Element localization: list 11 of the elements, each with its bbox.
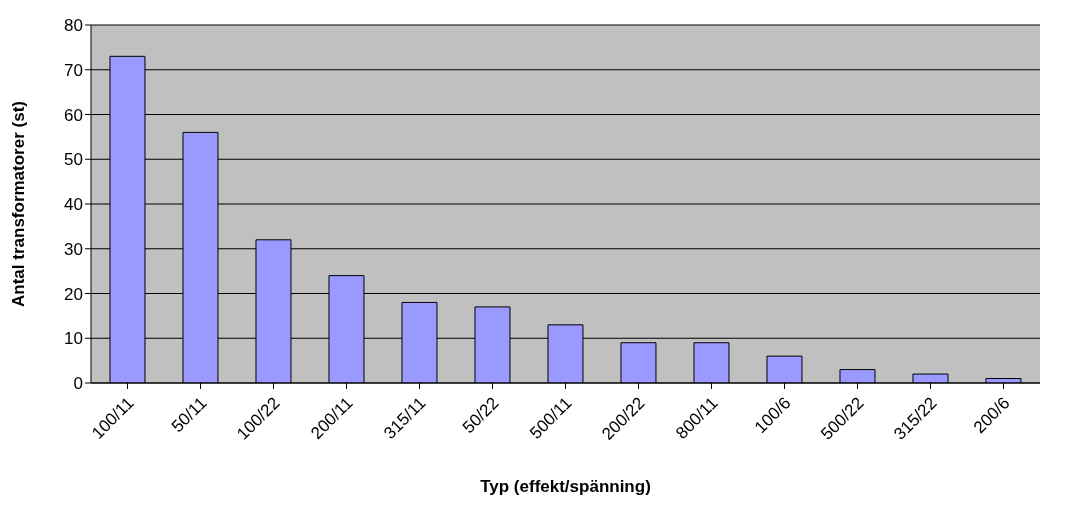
y-tick-label: 60: [64, 105, 83, 125]
y-axis-title: Antal transformatorer (st): [9, 101, 29, 307]
y-tick-label: 10: [64, 329, 83, 349]
y-tick-label: 50: [64, 150, 83, 170]
y-tick-label: 30: [64, 239, 83, 259]
y-tick-label: 70: [64, 60, 83, 80]
y-tick-label: 40: [64, 195, 83, 215]
y-tick-label: 0: [73, 374, 83, 394]
x-axis-title: Typ (effekt/spänning): [480, 477, 651, 496]
y-tick-label: 20: [64, 284, 83, 304]
y-tick-label: 80: [64, 16, 83, 36]
